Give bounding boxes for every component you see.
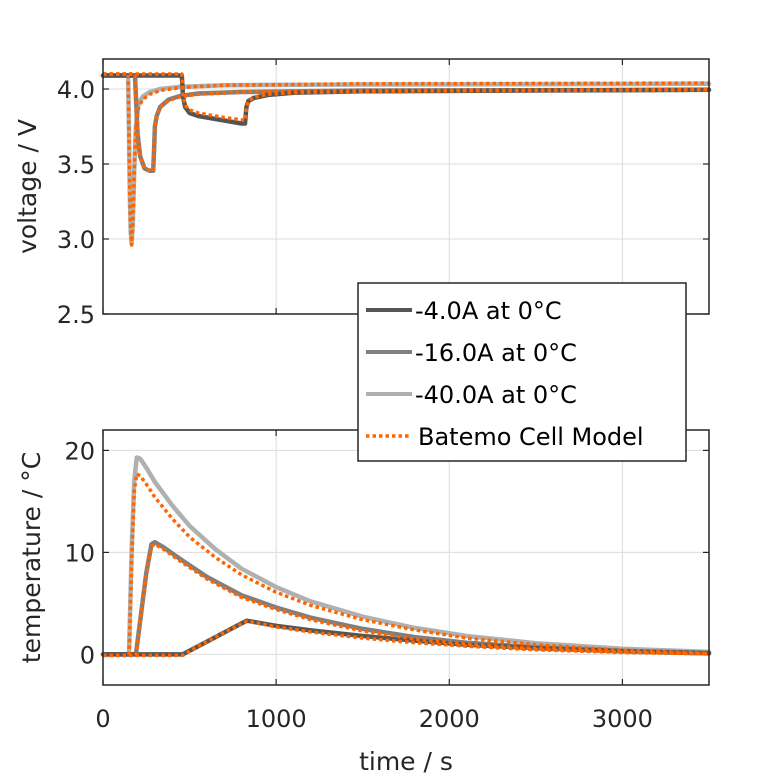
voltage-series-4a bbox=[100, 73, 712, 126]
voltage-axes-frame bbox=[102, 58, 710, 315]
voltage-y-tick-label: 4.0 bbox=[57, 76, 95, 104]
temperature-series bbox=[100, 455, 712, 658]
voltage-model-series-40a bbox=[103, 72, 710, 247]
legend-entry: -40.0A at 0°C bbox=[366, 381, 577, 409]
legend-entry: -4.0A at 0°C bbox=[366, 297, 562, 325]
temperature-ticks: 0 1000 2000 3000 0 10 20 bbox=[64, 430, 709, 733]
legend-entry: Batemo Cell Model bbox=[366, 423, 644, 451]
voltage-grid bbox=[103, 59, 709, 314]
voltage-y-tick-label: 3.0 bbox=[57, 226, 95, 254]
temperature-x-tick-label: 0 bbox=[95, 705, 110, 733]
temperature-y-axis-label: temperature / °C bbox=[17, 452, 46, 663]
temperature-y-tick-label: 20 bbox=[64, 437, 95, 465]
temperature-series-40a bbox=[100, 455, 712, 657]
temperature-model-series-40a bbox=[103, 472, 710, 658]
temperature-y-tick-label: 10 bbox=[64, 539, 95, 567]
legend-label-40a: -40.0A at 0°C bbox=[415, 381, 577, 409]
legend-entry: -16.0A at 0°C bbox=[366, 339, 577, 367]
voltage-ticks: 2.5 3.0 3.5 4.0 bbox=[57, 59, 709, 329]
voltage-y-axis-label: voltage / V bbox=[13, 119, 42, 254]
temperature-axes: 0 1000 2000 3000 0 10 20 temperature / °C time… bbox=[17, 429, 712, 776]
legend: -4.0A at 0°C -16.0A at 0°C -40.0A at 0°C… bbox=[357, 282, 687, 462]
voltage-y-tick-label: 2.5 bbox=[57, 301, 95, 329]
temperature-model-series-16a bbox=[103, 542, 710, 658]
temperature-y-tick-label: 0 bbox=[80, 641, 95, 669]
voltage-axes: 2.5 3.0 3.5 4.0 voltage / V bbox=[13, 58, 712, 329]
x-axis-label: time / s bbox=[359, 747, 453, 776]
legend-label-16a: -16.0A at 0°C bbox=[415, 339, 577, 367]
legend-box bbox=[357, 282, 687, 462]
legend-label-4a: -4.0A at 0°C bbox=[415, 297, 562, 325]
voltage-series bbox=[100, 72, 712, 247]
voltage-series-40a bbox=[100, 73, 712, 246]
voltage-model-series-4a bbox=[103, 72, 710, 123]
temperature-x-tick-label: 2000 bbox=[419, 705, 480, 733]
voltage-y-tick-label: 3.5 bbox=[57, 151, 95, 179]
temperature-x-tick-label: 3000 bbox=[592, 705, 653, 733]
temperature-x-tick-label: 1000 bbox=[246, 705, 307, 733]
temperature-model-series-4a bbox=[103, 619, 710, 658]
legend-label-model: Batemo Cell Model bbox=[418, 423, 644, 451]
